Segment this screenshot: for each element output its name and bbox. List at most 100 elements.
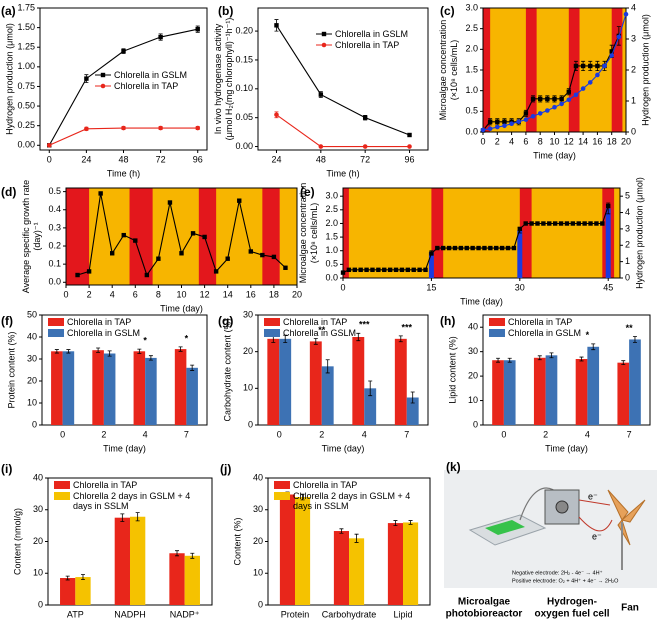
x-tick-label: 7 xyxy=(184,429,189,439)
error-bar xyxy=(507,357,512,363)
y-axis-title: Protein content (%) xyxy=(6,331,16,408)
legend-box: Chlorella in TAP xyxy=(114,80,179,91)
bar xyxy=(75,577,91,605)
point xyxy=(573,63,579,69)
y-tick-label: 0.20 xyxy=(235,25,253,35)
y-axis-title: Content (%) xyxy=(232,517,242,565)
bar xyxy=(174,349,187,425)
point xyxy=(541,221,546,226)
point xyxy=(482,245,487,251)
bar xyxy=(587,346,600,425)
point xyxy=(133,238,138,243)
point xyxy=(318,92,324,97)
panel-label: (f) xyxy=(1,314,13,328)
y-tick-label: 0.75 xyxy=(17,81,35,91)
x-tick-label: 12 xyxy=(200,289,210,299)
y-tick-label: 1.5 xyxy=(325,231,338,241)
legend-box: Chlorella in GSLM xyxy=(67,328,140,338)
x-tick-label: Lipid xyxy=(393,609,412,619)
point xyxy=(407,132,412,138)
point xyxy=(121,125,126,131)
y-tick-label: 3.0 xyxy=(465,2,478,12)
point xyxy=(429,251,434,256)
y-tick-label: 40 xyxy=(27,331,37,341)
point xyxy=(213,269,219,274)
x-tick-label: 18 xyxy=(269,289,279,299)
bar xyxy=(114,517,130,605)
significance: * xyxy=(185,333,189,343)
bar xyxy=(279,338,292,425)
point xyxy=(179,251,184,256)
y-axis-title: Content (nmol/g) xyxy=(12,508,22,575)
bar xyxy=(352,337,365,425)
error-bar xyxy=(300,493,305,501)
y-axis-title: Average specific growth rate xyxy=(21,180,31,293)
y-tick-label: 0.5 xyxy=(325,259,338,269)
y-tick-label: 40 xyxy=(253,472,263,482)
y-tick-label: 30 xyxy=(27,353,37,363)
y-axis-title: (day)⁻¹ xyxy=(32,222,42,250)
caption: photobioreactor xyxy=(446,609,523,620)
y-tick-label: 0.1 xyxy=(48,259,61,269)
error-bar xyxy=(410,391,415,404)
panel-label: (b) xyxy=(218,4,233,18)
algae-culture xyxy=(485,520,525,535)
error-bar xyxy=(496,357,501,363)
panel-label: (a) xyxy=(1,4,16,18)
caption: Hydrogen- xyxy=(547,597,597,608)
point xyxy=(84,76,89,81)
point xyxy=(248,249,253,254)
x-tick-label: 24 xyxy=(271,154,281,164)
legend-label: Chlorella in GSLM xyxy=(114,69,188,80)
x-tick-label: 4 xyxy=(509,136,514,146)
y2-tick-label: 3 xyxy=(631,33,636,43)
error-bar xyxy=(178,346,183,352)
point xyxy=(476,245,481,251)
point xyxy=(600,221,605,226)
error-bar xyxy=(190,364,195,371)
point xyxy=(580,63,586,69)
point xyxy=(609,49,614,54)
x-tick-label: 20 xyxy=(292,289,302,299)
point xyxy=(495,119,500,124)
legend-box: Chlorella in TAP xyxy=(293,480,357,490)
x-tick-label: 14 xyxy=(578,136,588,146)
legend-label: Chlorella 2 days in GSLM + 4 days in SSL… xyxy=(73,490,191,512)
legend-swatch xyxy=(264,318,280,326)
point xyxy=(595,72,600,78)
point xyxy=(318,144,324,149)
point xyxy=(535,221,540,226)
bar xyxy=(428,252,434,278)
point xyxy=(570,221,576,226)
point xyxy=(505,245,511,251)
point xyxy=(382,267,387,273)
y-tick-label: 10 xyxy=(27,397,37,407)
point xyxy=(46,142,52,148)
y-tick-label: 0.0 xyxy=(325,272,338,282)
point xyxy=(260,252,265,258)
legend-label: Chlorella in TAP xyxy=(114,80,179,91)
x-tick-label: 0 xyxy=(63,289,68,299)
y-tick-label: 1.0 xyxy=(465,85,478,95)
point xyxy=(452,245,458,251)
y-tick-label: 10 xyxy=(468,395,478,405)
y-tick-label: 1.00 xyxy=(17,61,35,71)
y-axis-title: (×10⁸ cells/mL) xyxy=(449,40,459,101)
plot-background xyxy=(483,8,626,132)
plot-frame xyxy=(482,314,651,426)
point xyxy=(487,119,493,124)
x-tick-label: Carbohydrate xyxy=(322,609,377,619)
y2-tick-label: 4 xyxy=(631,2,636,12)
y-tick-label: 10 xyxy=(243,383,253,393)
y-tick-label: 0.00 xyxy=(17,140,35,150)
point xyxy=(195,125,201,131)
x-tick-label: 4 xyxy=(585,429,590,439)
point xyxy=(529,221,534,226)
x-tick-label: 24 xyxy=(81,154,91,164)
point xyxy=(488,245,493,251)
legend-box: Chlorella 2 days in GSLM + 4 days in SSL… xyxy=(73,490,191,512)
x-tick-label: 15 xyxy=(426,282,436,292)
point xyxy=(364,267,369,273)
legend-box: Chlorella in TAP xyxy=(73,480,137,490)
point xyxy=(538,96,543,102)
